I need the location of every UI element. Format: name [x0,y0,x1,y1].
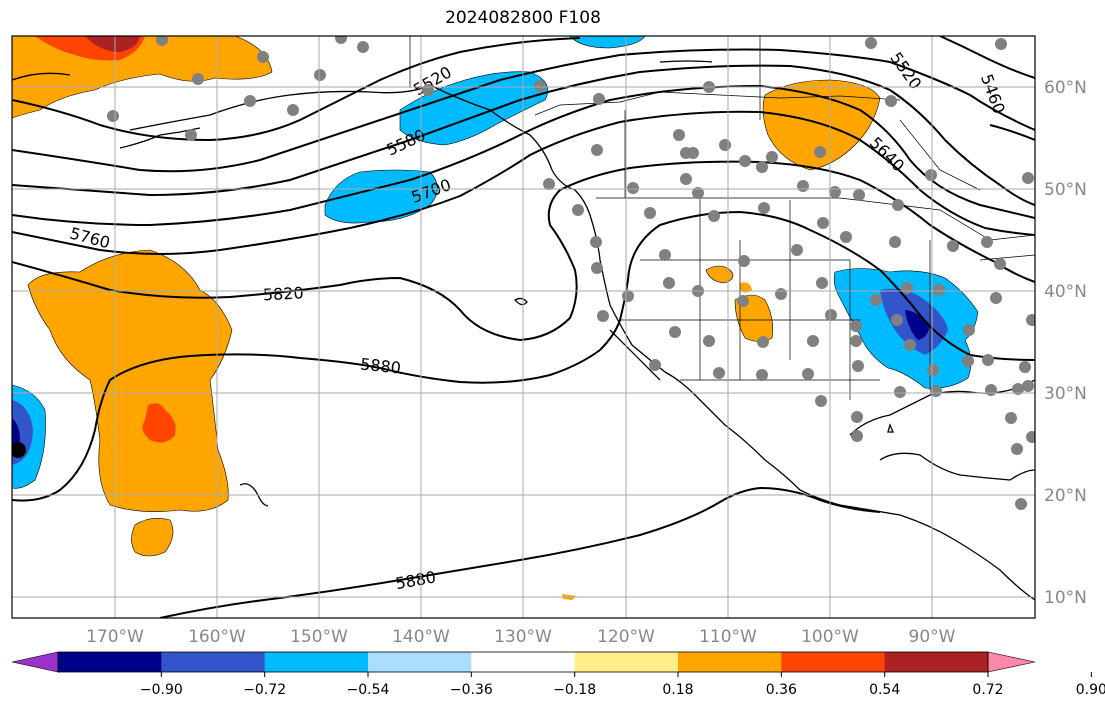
lat-tick-label: 30°N [1044,384,1087,404]
strong-positive-anomaly-region [142,403,176,443]
negative-anomaly-region [324,169,438,224]
lon-tick-label: 170°W [86,627,144,647]
colorbar-cell [884,652,989,672]
lat-tick-label: 60°N [1044,78,1087,98]
contour-label: 5520 [886,49,925,93]
lon-tick-label: 130°W [494,627,552,647]
contour-label: 5880 [359,354,401,377]
colorbar-cell [471,652,576,672]
lon-tick-label: 100°W [801,627,859,647]
map-title: 2024082800 F108 [445,8,601,28]
positive-anomaly-region [131,518,174,557]
strongest-negative-anomaly-region [905,310,930,340]
colorbar-cell [161,652,266,672]
colorbar-tick-label: −0.72 [243,682,286,698]
colorbar-cell [264,652,369,672]
station-markers [12,36,1035,510]
lon-tick-label: 110°W [699,627,757,647]
colorbar-tick-label: 0.72 [972,682,1003,698]
colorbar-cell [368,652,472,672]
colorbar-tick-label: −0.54 [347,682,390,698]
colorbar-tick-label: −0.18 [553,682,596,698]
colorbar-tick-label: −0.36 [450,682,493,698]
colorbar-tick-label: −0.90 [140,682,183,698]
colorbar-cell [678,652,782,672]
lon-tick-label: 90°W [909,627,956,647]
contour-label: 5460 [977,72,1009,117]
colorbar-extend-max [987,651,1036,673]
lat-tick-label: 40°N [1044,282,1087,302]
colorbar-tick-label: 0.90 [1076,682,1105,698]
positive-anomaly-region [27,249,233,512]
positive-anomaly-region [740,282,752,293]
negative-anomaly-region [569,36,646,49]
colorbar-ticks: −0.90 −0.72 −0.54 −0.36 −0.18 0.18 0.36 0.54 0.7… [140,672,1105,698]
negative-anomaly-region [399,71,549,146]
graticule [12,36,1035,618]
map-frame [11,35,1036,619]
colorbar: −0.90 −0.72 −0.54 −0.36 −0.18 0.18 0.36 0.54 0.7… [11,651,1105,698]
lon-tick-label: 120°W [597,627,655,647]
longitude-ticks: 170°W 160°W 150°W 140°W 130°W 120°W 110°… [86,627,956,647]
positive-anomaly-region [12,36,273,119]
lon-tick-label: 140°W [392,627,450,647]
lat-tick-label: 10°N [1044,588,1087,608]
colorbar-tick-label: 0.18 [662,682,693,698]
positive-anomaly-region [705,265,734,284]
contour-label: 5640 [866,133,908,175]
strongest-positive-anomaly-region [85,36,140,52]
coastlines [12,60,1035,601]
colorbar-cell [574,652,679,672]
lat-tick-label: 50°N [1044,180,1087,200]
lon-tick-label: 160°W [188,627,246,647]
contour-label: 5820 [262,283,304,304]
lon-tick-label: 150°W [290,627,348,647]
contour-label: 5880 [394,567,437,593]
colorbar-extend-min [11,651,59,673]
colorbar-cell [781,652,886,672]
colorbar-tick-label: 0.54 [869,682,900,698]
anomaly-fills [12,36,979,600]
colorbar-cell [58,652,162,672]
colorbar-tick-label: 0.36 [766,682,797,698]
height-contours [12,36,1035,618]
lat-tick-label: 20°N [1044,486,1087,506]
latitude-ticks: 60°N 50°N 40°N 30°N 20°N 10°N [1044,78,1087,608]
